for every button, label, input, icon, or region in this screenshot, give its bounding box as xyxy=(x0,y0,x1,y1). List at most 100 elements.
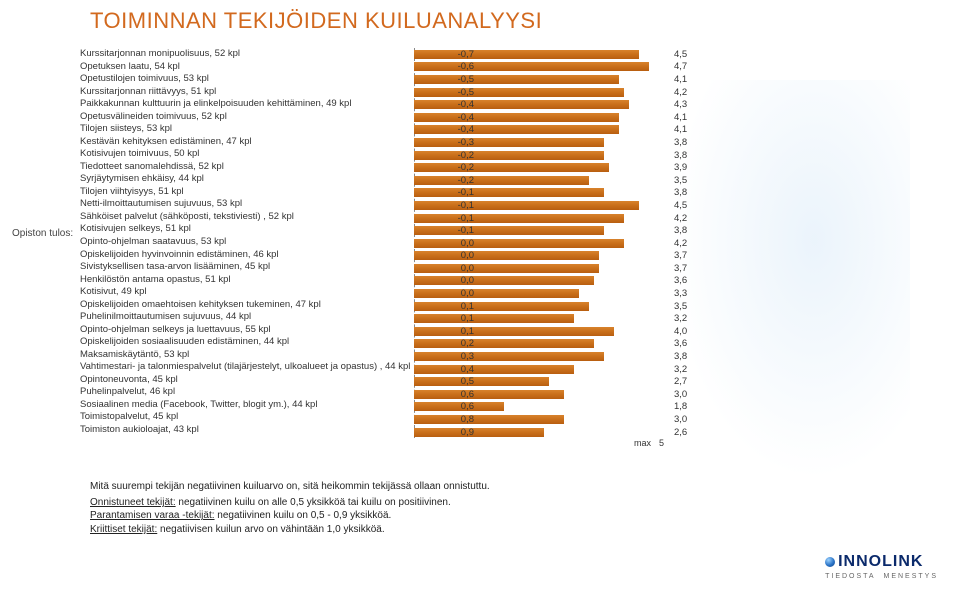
row-label: Opinto-ohjelman selkeys ja luettavuus, 5… xyxy=(80,324,410,337)
row-label: Opetustilojen toimivuus, 53 kpl xyxy=(80,73,410,86)
bar xyxy=(414,251,599,260)
neg-value: 0,9 xyxy=(461,427,474,438)
chart-row: 0,43,2 xyxy=(414,363,734,376)
chart-row: -0,13,8 xyxy=(414,224,734,237)
neg-value: -0,2 xyxy=(458,175,474,186)
neg-value: 0,1 xyxy=(461,301,474,312)
row-label: Kotisivut, 49 kpl xyxy=(80,286,410,299)
pos-value: 3,8 xyxy=(674,225,687,236)
pos-value: 3,3 xyxy=(674,288,687,299)
chart-row: -0,23,8 xyxy=(414,149,734,162)
pos-value: 4,2 xyxy=(674,87,687,98)
neg-value: 0,8 xyxy=(461,414,474,425)
neg-value: -0,1 xyxy=(458,213,474,224)
row-label: Maksamiskäytäntö, 53 kpl xyxy=(80,349,410,362)
pos-value: 4,5 xyxy=(674,200,687,211)
bar xyxy=(414,276,594,285)
row-label: Opinto-ohjelman saatavuus, 53 kpl xyxy=(80,236,410,249)
row-label: Toimiston aukioloajat, 43 kpl xyxy=(80,424,410,437)
bar xyxy=(414,226,604,235)
chart-row: -0,14,2 xyxy=(414,212,734,225)
chart-row: -0,4 4,3 xyxy=(414,98,734,111)
neg-value: 0,0 xyxy=(461,275,474,286)
neg-value: -0,4 xyxy=(458,99,474,110)
content: Opiston tulos: Kurssitarjonnan monipuoli… xyxy=(0,48,960,450)
bar xyxy=(414,201,639,210)
row-label: Kotisivujen selkeys, 51 kpl xyxy=(80,223,410,236)
pos-value: 3,7 xyxy=(674,250,687,261)
row-label: Puhelinilmoittautumisen sujuvuus, 44 kpl xyxy=(80,311,410,324)
pos-value: 3,6 xyxy=(674,338,687,349)
neg-value: -0,1 xyxy=(458,187,474,198)
pos-value: 3,9 xyxy=(674,162,687,173)
neg-value: -0,1 xyxy=(458,200,474,211)
bar xyxy=(414,50,639,59)
chart-row: 0,83,0 xyxy=(414,413,734,426)
footnote-line-3: Kriittiset tekijät: negatiivisen kuilun … xyxy=(90,523,960,537)
row-label: Opintoneuvonta, 45 kpl xyxy=(80,374,410,387)
bar xyxy=(414,402,504,411)
row-label: Opetuksen laatu, 54 kpl xyxy=(80,61,410,74)
bar xyxy=(414,302,589,311)
row-label: Toimistopalvelut, 45 kpl xyxy=(80,411,410,424)
chart-row: -0,44,1 xyxy=(414,124,734,137)
chart-row: -0,1 4,5 xyxy=(414,199,734,212)
bar xyxy=(414,415,564,424)
row-label: Tilojen siisteys, 53 kpl xyxy=(80,123,410,136)
pos-value: 3,8 xyxy=(674,187,687,198)
axis: max 5 xyxy=(414,438,734,450)
chart-row: 0,6 1,8 xyxy=(414,401,734,414)
bar xyxy=(414,163,609,172)
pos-value: 2,7 xyxy=(674,376,687,387)
neg-value: 0,0 xyxy=(461,238,474,249)
neg-value: 0,5 xyxy=(461,376,474,387)
footnote-main: Mitä suurempi tekijän negatiivinen kuilu… xyxy=(90,480,960,494)
row-label: Vahtimestari- ja talonmiespalvelut (tila… xyxy=(80,361,410,374)
logo-tagline: TIEDOSTA MENESTYS xyxy=(825,573,938,580)
pos-value: 4,3 xyxy=(674,99,687,110)
pos-value: 3,2 xyxy=(674,364,687,375)
bar xyxy=(414,289,579,298)
row-label: Sähköiset palvelut (sähköposti, tekstivi… xyxy=(80,211,410,224)
chart-row: 0,03,7 xyxy=(414,250,734,263)
side-label: Opiston tulos: xyxy=(12,48,80,239)
pos-value: 3,7 xyxy=(674,263,687,274)
chart-row: 0,13,5 xyxy=(414,300,734,313)
neg-value: -0,2 xyxy=(458,162,474,173)
bar xyxy=(414,214,624,223)
chart-row: -0,23,5 xyxy=(414,174,734,187)
bar xyxy=(414,138,604,147)
bar xyxy=(414,314,574,323)
neg-value: 0,6 xyxy=(461,389,474,400)
chart-row: 0,14,0 xyxy=(414,325,734,338)
chart-row: 0,03,6 xyxy=(414,275,734,288)
chart-row: 0,92,6 xyxy=(414,426,734,439)
neg-value: 0,0 xyxy=(461,263,474,274)
row-label: Kotisivujen toimivuus, 50 kpl xyxy=(80,148,410,161)
chart-row: -0,6 4,7 xyxy=(414,61,734,74)
row-label: Tiedotteet sanomalehdissä, 52 kpl xyxy=(80,161,410,174)
chart-area: -0,74,5-0,64,7-0,54,1-0,54,2-0,44,3-0,44… xyxy=(414,48,734,450)
row-label: Syrjäytymisen ehkäisy, 44 kpl xyxy=(80,173,410,186)
footnote-line-2: Parantamisen varaa -tekijät: negatiivine… xyxy=(90,509,960,523)
neg-value: -0,4 xyxy=(458,124,474,135)
neg-value: -0,6 xyxy=(458,61,474,72)
bar xyxy=(414,428,544,437)
pos-value: 4,7 xyxy=(674,61,687,72)
page-title: TOIMINNAN TEKIJÖIDEN KUILUANALYYSI xyxy=(0,0,960,48)
neg-value: -0,3 xyxy=(458,137,474,148)
row-label: Tilojen viihtyisyys, 51 kpl xyxy=(80,186,410,199)
neg-value: 0,0 xyxy=(461,288,474,299)
neg-value: -0,4 xyxy=(458,112,474,123)
chart-row: 0,33,8 xyxy=(414,350,734,363)
chart-row: -0,2 3,9 xyxy=(414,161,734,174)
neg-value: 0,6 xyxy=(461,401,474,412)
pos-value: 3,8 xyxy=(674,351,687,362)
chart-row: 0,23,6 xyxy=(414,338,734,351)
bar xyxy=(414,88,624,97)
row-label: Opiskelijoiden omaehtoisen kehityksen tu… xyxy=(80,299,410,312)
row-label: Puhelinpalvelut, 46 kpl xyxy=(80,386,410,399)
chart-row: 0,5 2,7 xyxy=(414,375,734,388)
pos-value: 1,8 xyxy=(674,401,687,412)
row-label: Paikkakunnan kulttuurin ja elinkelpoisuu… xyxy=(80,98,410,111)
